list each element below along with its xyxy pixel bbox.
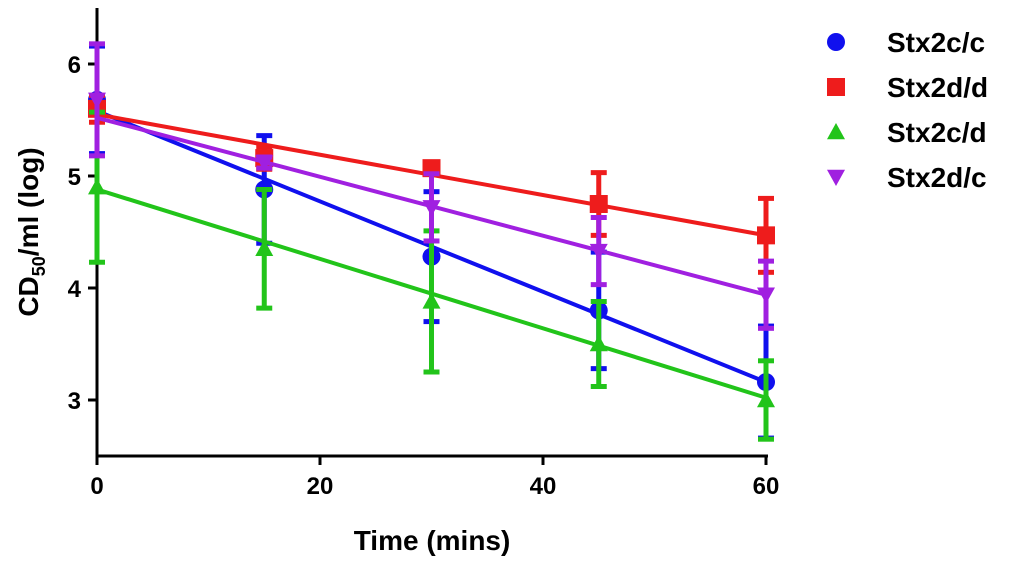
data-point-stx2d-c	[422, 200, 441, 217]
legend-marker-stx2d-d	[827, 78, 845, 96]
x-tick-label: 0	[90, 473, 103, 500]
data-point-stx2c-d	[422, 292, 441, 309]
data-point-stx2c-d	[255, 239, 274, 256]
data-point-stx2d-c	[255, 155, 274, 172]
series-stx2c-d	[88, 109, 775, 442]
legend: Stx2c/c Stx2d/d Stx2c/d Stx2d/c	[827, 27, 988, 193]
legend-item-stx2d-c: Stx2d/c	[827, 162, 987, 193]
y-tick-label: 5	[68, 164, 81, 191]
legend-label-stx2d-d: Stx2d/d	[887, 72, 988, 103]
y-ticks: 3 4 5 6	[68, 52, 97, 415]
data-point-stx2d-c	[757, 287, 775, 304]
x-tick-label: 40	[530, 473, 557, 500]
data-point-stx2d-c	[88, 92, 106, 109]
legend-marker-stx2d-c	[827, 169, 845, 186]
legend-item-stx2c-d: Stx2c/d	[827, 117, 987, 148]
legend-marker-stx2c-d	[827, 123, 845, 140]
data-point-stx2c-d	[589, 335, 608, 352]
data-point-stx2c-d	[88, 178, 106, 195]
legend-item-stx2c-c: Stx2c/c	[827, 27, 985, 58]
data-point-stx2d-d	[589, 195, 608, 213]
y-tick-label: 4	[68, 276, 82, 303]
legend-marker-stx2c-c	[827, 33, 845, 51]
legend-label-stx2c-c: Stx2c/c	[887, 27, 985, 58]
x-axis-title: Time (mins)	[354, 525, 511, 556]
data-point-stx2d-d	[757, 226, 775, 245]
y-axis-title-main: CD	[13, 276, 44, 316]
y-axis-title: CD50/ml (log)	[13, 147, 49, 316]
series-stx2d-c	[88, 41, 775, 331]
x-ticks: 0 20 40 60	[90, 456, 779, 500]
y-tick-label: 3	[68, 388, 81, 415]
legend-label-stx2c-d: Stx2c/d	[887, 117, 987, 148]
legend-item-stx2d-d: Stx2d/d	[827, 72, 988, 103]
y-axis-title-rest: /ml (log)	[13, 147, 44, 256]
plot-area	[88, 41, 775, 442]
data-point-stx2d-c	[589, 243, 608, 261]
x-tick-label: 60	[753, 473, 780, 500]
y-axis-title-subscript: 50	[29, 256, 49, 276]
y-tick-label: 6	[68, 52, 81, 79]
x-tick-label: 20	[307, 473, 334, 500]
data-point-stx2c-d	[757, 391, 775, 408]
legend-label-stx2d-c: Stx2d/c	[887, 162, 987, 193]
